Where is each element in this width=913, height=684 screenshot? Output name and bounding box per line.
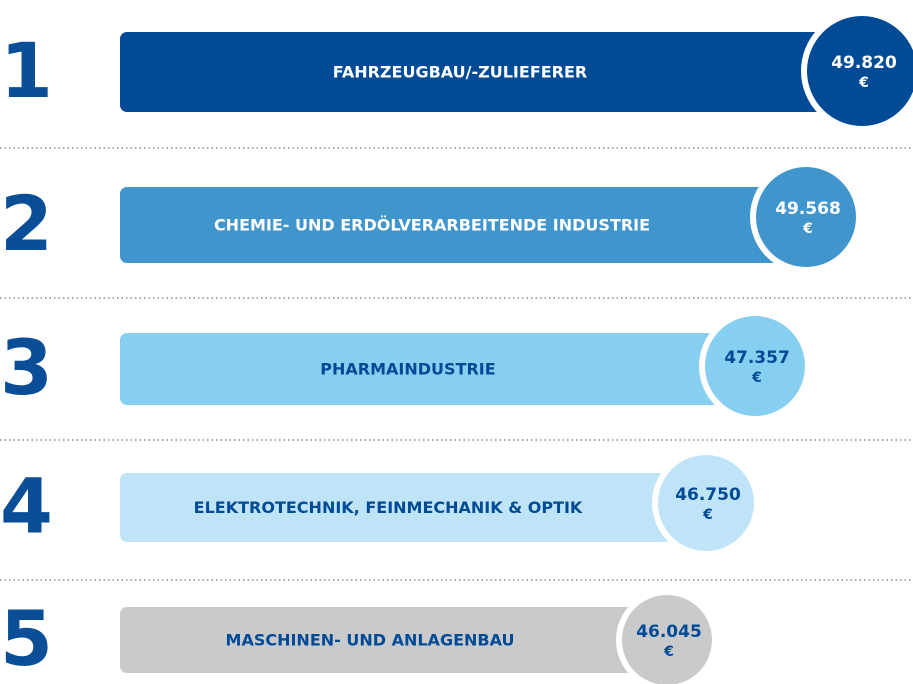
currency: € — [702, 507, 713, 523]
currency: € — [663, 644, 674, 660]
currency: € — [751, 370, 762, 386]
value: 49.820 — [831, 53, 897, 73]
value-badge — [699, 310, 811, 422]
rank-number: 1 — [0, 26, 53, 115]
value: 49.568 — [775, 199, 841, 219]
value: 46.045 — [636, 622, 702, 642]
bar — [120, 187, 806, 263]
bar — [120, 607, 667, 673]
bar-label: MASCHINEN- UND ANLAGENBAU — [226, 631, 515, 650]
rank-number: 5 — [0, 594, 53, 683]
bar-label: CHEMIE- UND ERDÖLVERARBEITENDE INDUSTRIE — [214, 216, 650, 235]
bar-label: ELEKTROTECHNIK, FEINMECHANIK & OPTIK — [194, 498, 583, 517]
bar — [120, 473, 706, 542]
value: 47.357 — [724, 348, 790, 368]
value-badge — [750, 161, 862, 273]
rank-number: 2 — [0, 179, 53, 268]
value: 46.750 — [675, 485, 741, 505]
value-badge — [652, 449, 760, 557]
rank-number: 4 — [0, 461, 53, 550]
value-badge — [616, 589, 718, 684]
bar-label: FAHRZEUGBAU/-ZULIEFERER — [333, 63, 588, 82]
rank-number: 3 — [0, 323, 53, 412]
bar-label: PHARMAINDUSTRIE — [320, 360, 495, 379]
value-badge — [801, 10, 913, 132]
currency: € — [802, 221, 813, 237]
bar — [120, 333, 755, 405]
bar — [120, 32, 862, 112]
currency: € — [858, 75, 869, 91]
